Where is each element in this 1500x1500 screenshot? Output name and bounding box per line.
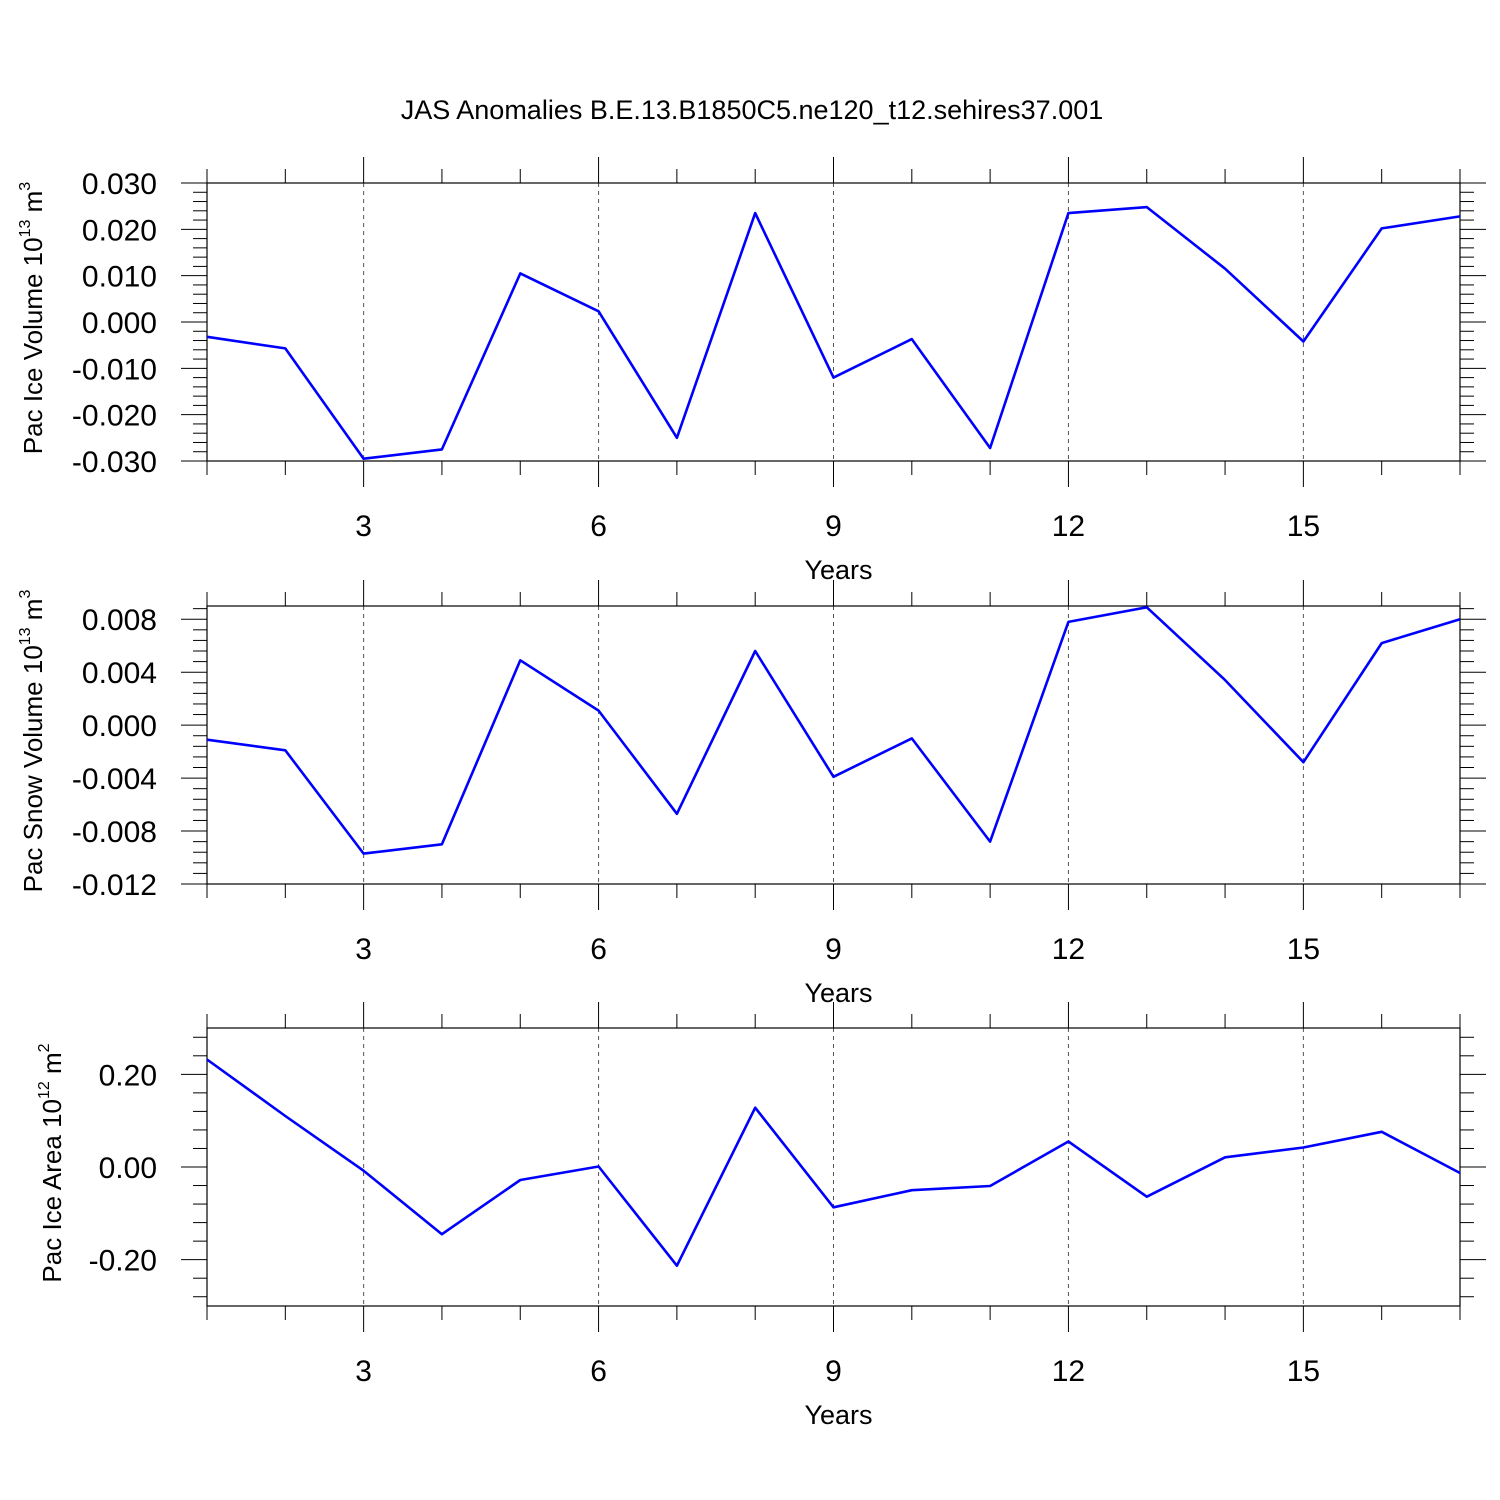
panel-ice-volume: -0.030 -0.020 -0.010 0.000 0.010 0.020 0.030 3 6…: [17, 157, 1486, 585]
x-tick-label: 12: [1052, 510, 1085, 543]
y-tick-label: 0.008: [82, 604, 157, 637]
y-tick-label: -0.004: [72, 763, 157, 796]
x-tick-label: 9: [825, 510, 842, 543]
panel-snow-volume: -0.012 -0.008 -0.004 0.000 0.004 0.008 3 6 9 12 15…: [17, 580, 1486, 1008]
x-tick-label: 3: [355, 1355, 372, 1388]
x-tick-label: 6: [590, 1355, 607, 1388]
y-tick-label: 0.020: [82, 214, 157, 247]
x-tick-label: 15: [1287, 510, 1320, 543]
x-tick-label: 12: [1052, 933, 1085, 966]
y-axis-label: Pac Ice Volume 1013 m3: [17, 182, 48, 455]
y-tick-label: 0.20: [99, 1059, 157, 1092]
x-tick-label: 3: [355, 933, 372, 966]
y-tick-label: -0.20: [89, 1245, 157, 1278]
x-axis-label: Years: [804, 555, 872, 585]
x-tick-label: 15: [1287, 1355, 1320, 1388]
x-tick-label: 12: [1052, 1355, 1085, 1388]
y-tick-label: -0.010: [72, 353, 157, 386]
y-tick-label: 0.00: [99, 1152, 157, 1185]
y-tick-label: 0.000: [82, 307, 157, 340]
y-tick-label: -0.012: [72, 869, 157, 902]
series-line-ice-area: [206, 1058, 1461, 1267]
x-tick-label: 9: [825, 1355, 842, 1388]
y-tick-label: 0.000: [82, 710, 157, 743]
y-tick-label: -0.008: [72, 816, 157, 849]
panel-ice-area: -0.20 0.00 0.20 3 6 9 12 15 Years Pac Ice Area 10…: [36, 1002, 1486, 1430]
y-axis-label: Pac Ice Area 1012 m2: [36, 1043, 67, 1282]
y-tick-label: 0.030: [82, 168, 157, 201]
series-line-snow-volume: [206, 605, 1461, 855]
x-tick-label: 6: [590, 933, 607, 966]
y-tick-label: 0.010: [82, 261, 157, 294]
x-tick-label: 6: [590, 510, 607, 543]
x-axis-label: Years: [804, 1400, 872, 1430]
y-axis-label: Pac Snow Volume 1013 m3: [17, 590, 48, 893]
x-tick-label: 15: [1287, 933, 1320, 966]
y-tick-label: -0.020: [72, 400, 157, 433]
y-tick-label: 0.004: [82, 657, 157, 690]
x-axis-label: Years: [804, 978, 872, 1008]
series-line-ice-volume: [206, 205, 1461, 461]
x-tick-label: 3: [355, 510, 372, 543]
y-tick-label: -0.030: [72, 446, 157, 479]
figure-title: JAS Anomalies B.E.13.B1850C5.ne120_t12.s…: [401, 95, 1104, 125]
x-tick-label: 9: [825, 933, 842, 966]
